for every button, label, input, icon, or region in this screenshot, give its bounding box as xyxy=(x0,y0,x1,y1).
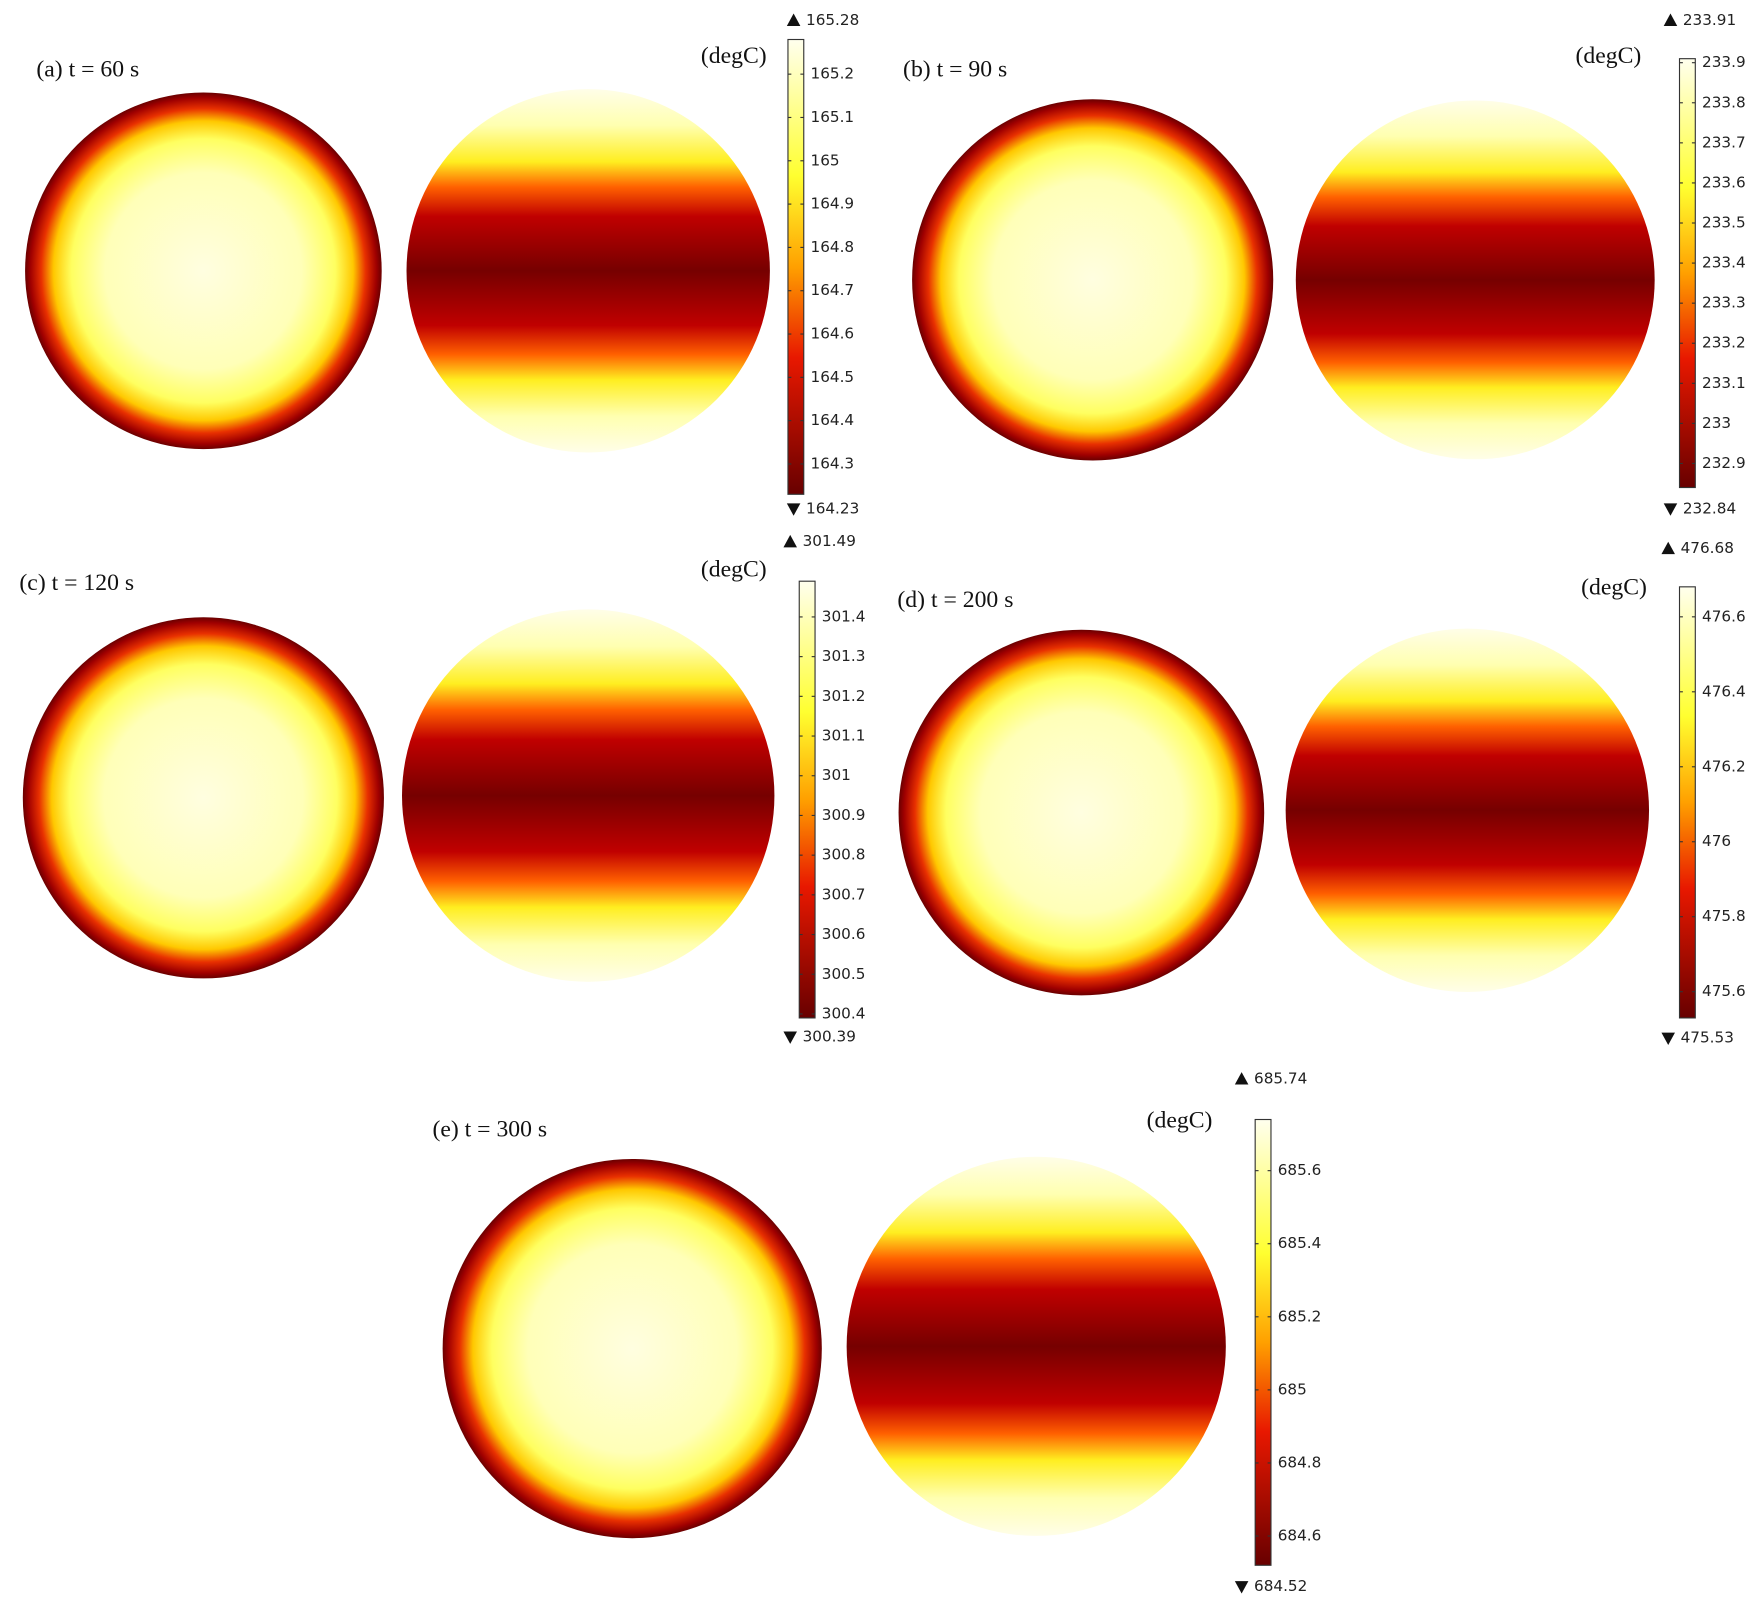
max-marker xyxy=(1234,1072,1249,1085)
min-marker xyxy=(783,1031,797,1044)
max-label: 301.49 xyxy=(803,532,856,550)
unit-label: (degC) xyxy=(1147,1107,1213,1133)
tick-label: 685.6 xyxy=(1278,1161,1322,1179)
tick-label: 233.5 xyxy=(1702,214,1746,232)
radial-field xyxy=(25,92,382,450)
tick-label: 233.3 xyxy=(1702,294,1746,312)
tick-label: 164.3 xyxy=(811,454,855,472)
tick-label: 233.2 xyxy=(1702,334,1746,352)
panel-label: (b) t = 90 s xyxy=(903,57,1007,83)
tick-label: 165 xyxy=(811,151,840,169)
tick-label: 301.2 xyxy=(822,687,866,705)
tick-label: 300.6 xyxy=(822,925,866,943)
tick-label: 233.6 xyxy=(1702,173,1746,191)
min-marker xyxy=(786,503,801,516)
tick-label: 233.4 xyxy=(1702,254,1746,272)
tick-label: 300.8 xyxy=(822,846,866,864)
radial-field xyxy=(22,617,384,979)
tick-label: 301.1 xyxy=(822,727,866,745)
radial-field xyxy=(898,629,1265,996)
panel-label: (a) t = 60 s xyxy=(36,57,139,83)
tick-label: 164.5 xyxy=(811,368,855,386)
tick-label: 233 xyxy=(1702,414,1731,432)
panel-label: (c) t = 120 s xyxy=(19,570,134,596)
tick-label: 165.2 xyxy=(811,65,855,83)
tick-label: 164.6 xyxy=(811,325,855,343)
min-label: 684.52 xyxy=(1254,1577,1307,1595)
colorbar xyxy=(1678,586,1696,1019)
colorbar xyxy=(787,38,805,495)
max-marker xyxy=(783,534,797,548)
tick-label: 685.2 xyxy=(1278,1307,1322,1325)
panel-label: (d) t = 200 s xyxy=(897,587,1013,613)
radial-field xyxy=(912,99,1274,461)
max-label: 233.91 xyxy=(1683,11,1736,29)
band-field xyxy=(1285,628,1650,992)
min-label: 232.84 xyxy=(1683,499,1736,517)
tick-label: 164.4 xyxy=(811,411,855,429)
min-label: 164.23 xyxy=(806,499,859,517)
unit-label: (degC) xyxy=(1581,575,1647,601)
tick-label: 300.7 xyxy=(822,885,866,903)
max-label: 685.74 xyxy=(1254,1069,1307,1087)
min-marker xyxy=(1234,1581,1249,1594)
tick-label: 233.9 xyxy=(1702,53,1746,71)
tick-label: 233.8 xyxy=(1702,93,1746,111)
tick-label: 475.8 xyxy=(1702,907,1746,925)
tick-label: 685.4 xyxy=(1278,1234,1322,1252)
min-marker xyxy=(1661,1032,1675,1046)
tick-label: 476.2 xyxy=(1702,757,1746,775)
panel-label: (e) t = 300 s xyxy=(432,1116,547,1142)
tick-label: 300.5 xyxy=(822,965,866,983)
max-marker xyxy=(786,13,801,26)
max-marker xyxy=(1661,541,1675,555)
max-label: 476.68 xyxy=(1681,539,1734,557)
tick-label: 165.1 xyxy=(811,108,855,126)
min-marker xyxy=(1663,503,1678,516)
tick-label: 684.8 xyxy=(1278,1453,1322,1471)
tick-label: 164.8 xyxy=(811,238,855,256)
tick-label: 685 xyxy=(1278,1380,1307,1398)
min-label: 475.53 xyxy=(1681,1029,1734,1047)
unit-label: (degC) xyxy=(701,43,767,69)
tick-label: 476 xyxy=(1702,832,1731,850)
radial-field xyxy=(442,1159,822,1539)
tick-label: 164.9 xyxy=(811,195,855,213)
tick-label: 233.7 xyxy=(1702,133,1746,151)
tick-label: 475.6 xyxy=(1702,982,1746,1000)
band-field xyxy=(1295,100,1655,460)
colorbar xyxy=(1254,1118,1272,1566)
max-label: 165.28 xyxy=(806,11,859,29)
tick-label: 232.9 xyxy=(1702,454,1746,472)
tick-label: 301 xyxy=(822,766,851,784)
min-label: 300.39 xyxy=(803,1028,856,1046)
tick-label: 300.4 xyxy=(822,1004,866,1022)
tick-label: 164.7 xyxy=(811,281,855,299)
tick-label: 476.6 xyxy=(1702,607,1746,625)
tick-label: 476.4 xyxy=(1702,682,1746,700)
tick-label: 301.4 xyxy=(822,607,866,625)
unit-label: (degC) xyxy=(1576,43,1642,69)
colorbar xyxy=(1678,58,1696,489)
unit-label: (degC) xyxy=(701,557,767,583)
tick-label: 233.1 xyxy=(1702,374,1746,392)
band-field xyxy=(406,89,770,453)
band-field xyxy=(846,1156,1226,1536)
tick-label: 684.6 xyxy=(1278,1527,1322,1545)
tick-label: 301.3 xyxy=(822,647,866,665)
band-field xyxy=(402,609,775,982)
max-marker xyxy=(1663,13,1678,26)
colorbar xyxy=(798,580,816,1019)
tick-label: 300.9 xyxy=(822,806,866,824)
